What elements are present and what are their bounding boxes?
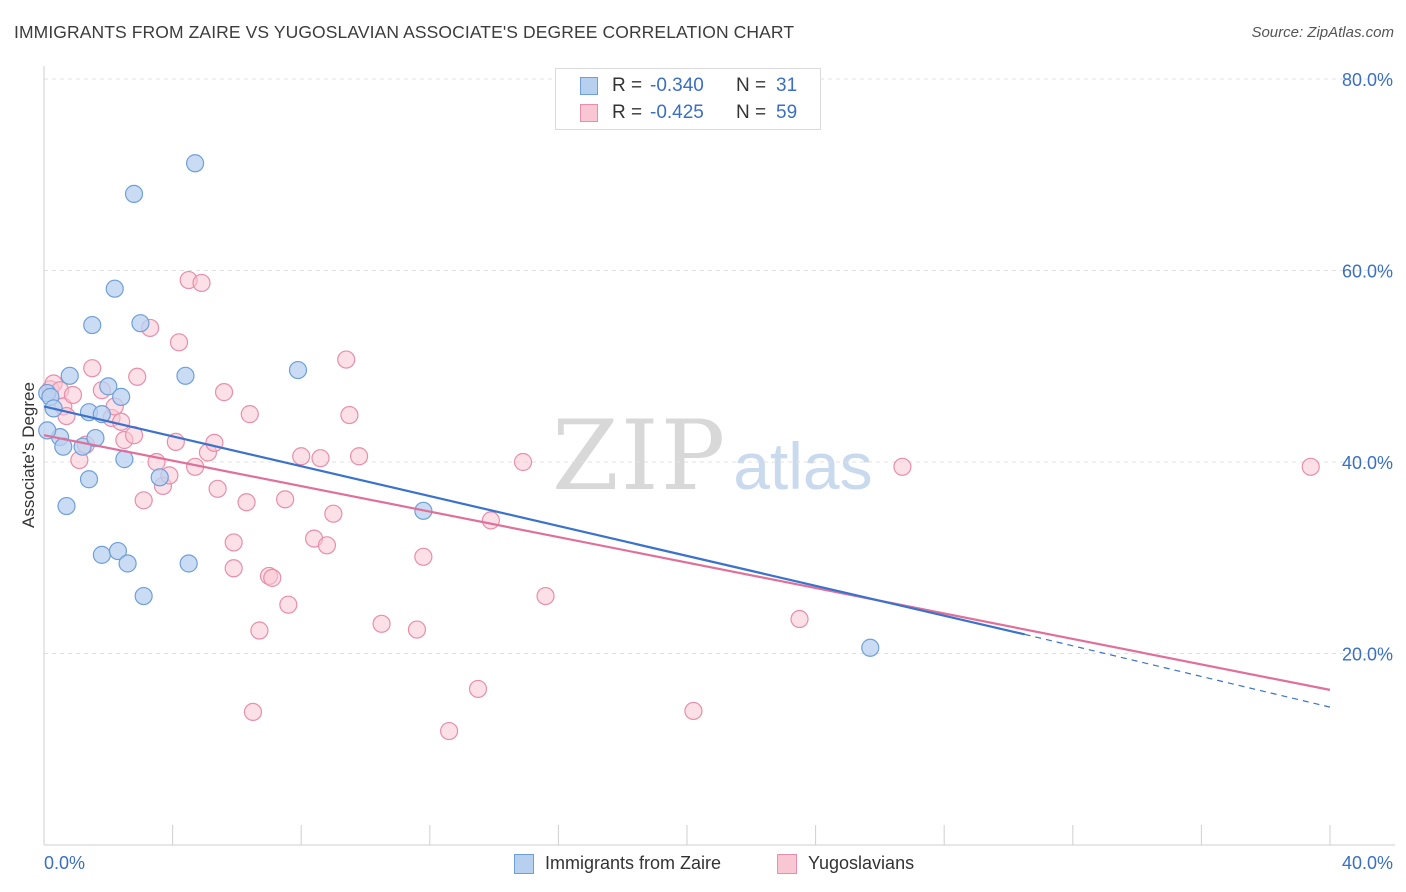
x-tick-label: 0.0% — [44, 853, 85, 873]
legend-r-label: R = — [612, 75, 643, 96]
zaire-point — [118, 554, 137, 573]
yugoslavians-point — [317, 536, 337, 555]
yugoslavians-point — [407, 620, 427, 639]
watermark-zip: ZIP — [552, 400, 728, 512]
watermark-atlas: atlas — [733, 429, 873, 503]
legend-n-label: N = — [736, 102, 767, 123]
zaire-point — [861, 638, 880, 657]
bottom-legend-swatch-zaire — [514, 854, 534, 874]
zaire-point — [186, 154, 205, 173]
yugoslavians-point — [224, 533, 243, 552]
yugoslavians-point — [224, 559, 243, 578]
yugoslavians-point — [790, 609, 809, 629]
zaire-point — [83, 315, 102, 335]
zaire-point — [86, 428, 105, 448]
bottom-legend-label-yugoslavians: Yugoslavians — [808, 853, 915, 873]
yugoslavians-point — [128, 367, 147, 386]
zaire-point — [112, 387, 131, 406]
legend-swatch-zaire — [580, 77, 598, 95]
yugoslavians-point — [536, 586, 555, 606]
zaire-trendline-extension — [1024, 633, 1331, 708]
zaire-point — [124, 184, 144, 203]
zaire-point — [134, 586, 153, 606]
yugoslavians-point — [893, 457, 912, 476]
zaire-point — [108, 541, 128, 561]
zaire-point — [150, 468, 169, 487]
yugoslavians-point — [237, 493, 256, 512]
yugoslavians-point — [684, 701, 703, 721]
zaire-point — [288, 360, 308, 380]
legend-r-value-zaire: -0.340 — [650, 75, 704, 96]
yugoslavians-point — [205, 433, 224, 452]
legend-n-value-zaire: 31 — [776, 75, 798, 96]
zaire-point — [105, 279, 124, 298]
x-tick-label: 40.0% — [1342, 853, 1393, 873]
yugoslavians-point — [324, 504, 343, 523]
yugoslavians-point — [340, 405, 359, 425]
zaire-point — [92, 545, 111, 564]
yugoslavians-point — [439, 721, 459, 741]
yugoslavians-point — [337, 350, 356, 369]
yugoslavians-point — [513, 452, 533, 472]
yugoslavians-point — [192, 273, 211, 293]
yugoslavians-point — [240, 405, 259, 424]
yugoslavians-point — [481, 511, 500, 530]
zaire-point — [57, 496, 76, 516]
yugoslavians-point — [372, 614, 391, 633]
yugoslavians-point — [349, 447, 369, 466]
yugoslavians-point — [468, 679, 488, 699]
yugoslavians-point — [292, 447, 311, 466]
yugoslavians-point — [214, 383, 234, 402]
yugoslavians-point — [263, 568, 282, 587]
legend-r-label: R = — [612, 102, 643, 123]
watermark: ZIPatlas — [552, 400, 873, 512]
zaire-point — [176, 366, 195, 385]
y-tick-label: 60.0% — [1342, 262, 1393, 282]
yugoslavians-point — [63, 385, 83, 405]
yugoslavians-point — [169, 333, 189, 352]
correlation-legend: R = -0.340 N = 31 R = -0.425 N = 59 — [555, 68, 821, 130]
y-tick-label: 20.0% — [1342, 645, 1393, 665]
yugoslavians-point — [83, 359, 102, 378]
yugoslavians-point — [112, 412, 131, 431]
legend-n-label: N = — [736, 75, 767, 96]
zaire-point — [60, 366, 79, 385]
bottom-legend-swatch-yugoslavians — [777, 854, 797, 874]
yugoslavians-point — [134, 491, 153, 510]
zaire-point — [79, 470, 99, 489]
source-label: Source: ZipAtlas.com — [1251, 24, 1394, 41]
yugoslavians-point — [208, 479, 227, 498]
bottom-legend-label-zaire: Immigrants from Zaire — [545, 853, 722, 873]
legend-n-value-yugoslavians: 59 — [776, 102, 798, 123]
yugoslavians-point — [1301, 457, 1320, 476]
zaire-point — [38, 421, 57, 440]
yugoslavians-point — [250, 621, 269, 640]
zaire-point — [99, 377, 118, 396]
yugoslavians-point — [414, 547, 433, 566]
yugoslavians-point — [243, 702, 263, 722]
yugoslavians-point — [311, 449, 330, 468]
chart-title: IMMIGRANTS FROM ZAIRE VS YUGOSLAVIAN ASS… — [14, 22, 795, 42]
yugoslavians-point — [279, 595, 298, 614]
zaire-point — [179, 554, 198, 573]
zaire-point — [131, 314, 150, 333]
legend-r-value-yugoslavians: -0.425 — [650, 102, 704, 123]
yugoslavians-point — [276, 490, 295, 509]
y-tick-label: 80.0% — [1342, 70, 1393, 90]
y-axis-title: Associate's Degree — [19, 382, 38, 528]
y-tick-label: 40.0% — [1342, 453, 1393, 473]
legend-swatch-yugoslavians — [580, 104, 598, 122]
yugoslavians-trendline — [43, 434, 1331, 691]
zaire-trendline — [43, 405, 1025, 636]
